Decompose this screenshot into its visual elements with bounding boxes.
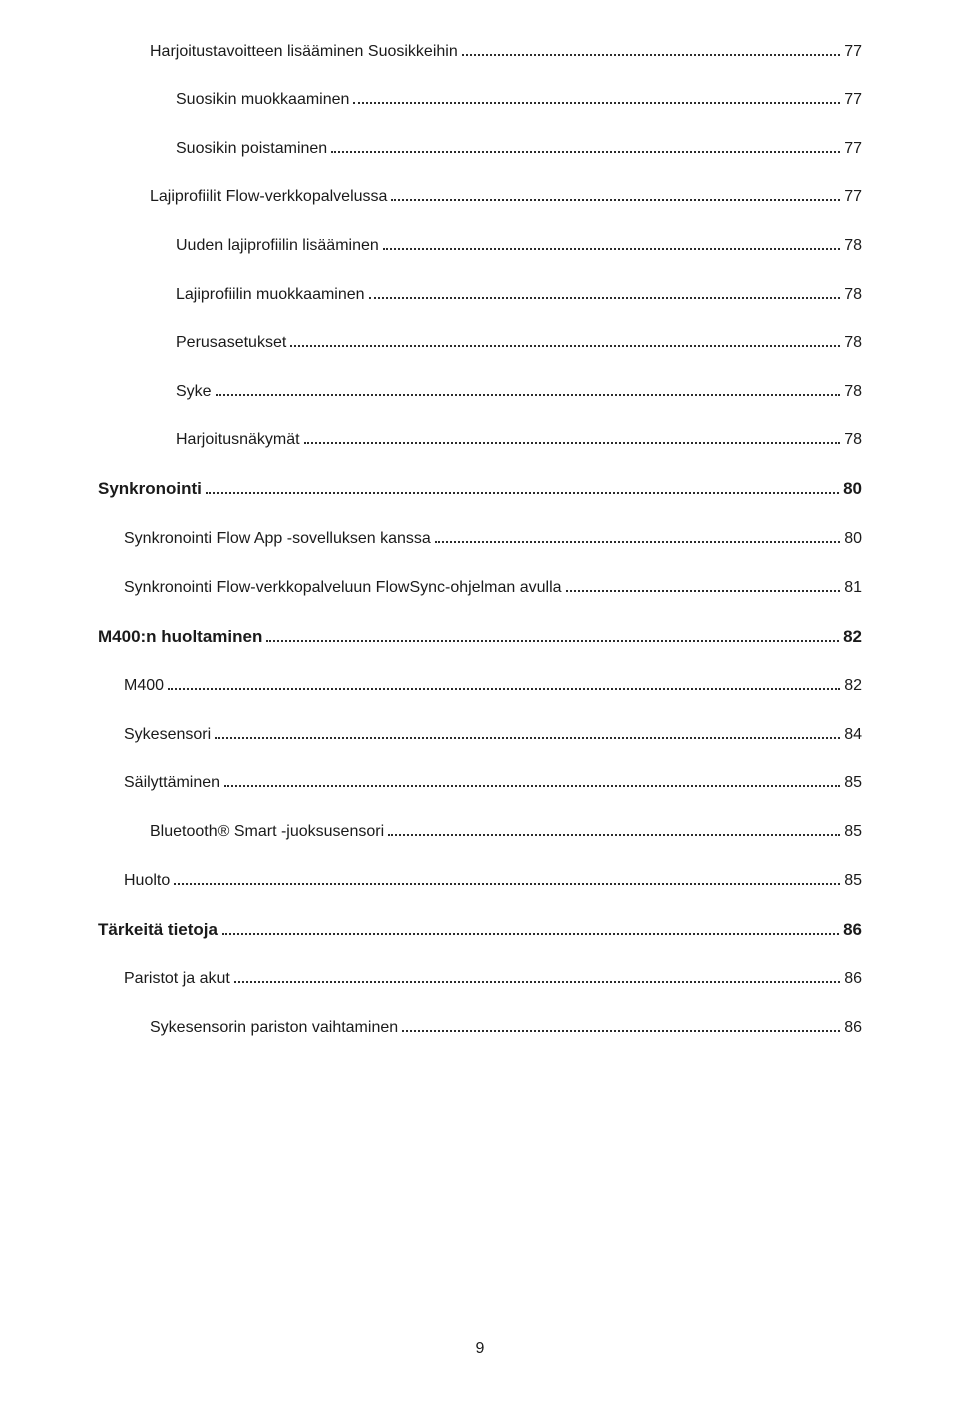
toc-leader-dots: [234, 970, 840, 984]
toc-leader-dots: [388, 822, 840, 836]
toc-page: 86: [844, 1019, 862, 1037]
toc-page: 77: [844, 188, 862, 206]
toc-entry: M400 82: [124, 677, 862, 696]
toc-page: 85: [844, 774, 862, 792]
toc-leader-dots: [168, 677, 840, 691]
toc-entry: Lajiprofiilin muokkaaminen 78: [176, 285, 862, 304]
toc-container: Harjoitustavoitteen lisääminen Suosikkei…: [98, 42, 862, 1037]
toc-entry: Tärkeitä tietoja 86: [98, 920, 862, 940]
toc-leader-dots: [290, 334, 840, 348]
toc-entry: Syke 78: [176, 382, 862, 401]
toc-label: M400:n huoltaminen: [98, 627, 262, 647]
toc-page: 78: [844, 237, 862, 255]
toc-leader-dots: [435, 529, 840, 543]
toc-label: Harjoitustavoitteen lisääminen Suosikkei…: [150, 43, 458, 61]
toc-label: Synkronointi Flow App -sovelluksen kanss…: [124, 530, 431, 548]
toc-label: Tärkeitä tietoja: [98, 920, 218, 940]
toc-entry: Paristot ja akut 86: [124, 970, 862, 989]
toc-page: 78: [844, 383, 862, 401]
toc-label: Synkronointi Flow-verkkopalveluun FlowSy…: [124, 579, 562, 597]
toc-leader-dots: [266, 627, 839, 641]
toc-leader-dots: [353, 91, 840, 105]
toc-page: 82: [844, 677, 862, 695]
toc-entry: Sykesensori 84: [124, 725, 862, 744]
toc-entry: Säilyttäminen 85: [124, 774, 862, 793]
toc-entry: M400:n huoltaminen 82: [98, 627, 862, 647]
toc-entry: Bluetooth® Smart -juoksusensori 85: [150, 822, 862, 841]
toc-page: 77: [844, 140, 862, 158]
page-number: 9: [0, 1340, 960, 1358]
toc-leader-dots: [215, 725, 840, 739]
toc-leader-dots: [174, 871, 840, 885]
toc-page: 80: [843, 479, 862, 499]
toc-page: 82: [843, 627, 862, 647]
toc-label: Synkronointi: [98, 479, 202, 499]
toc-entry: Harjoitustavoitteen lisääminen Suosikkei…: [150, 42, 862, 61]
toc-label: M400: [124, 677, 164, 695]
toc-entry: Huolto 85: [124, 871, 862, 890]
toc-leader-dots: [369, 285, 841, 299]
toc-page: 86: [844, 970, 862, 988]
toc-label: Bluetooth® Smart -juoksusensori: [150, 823, 384, 841]
toc-leader-dots: [222, 920, 839, 934]
toc-page: 81: [844, 579, 862, 597]
toc-entry: Suosikin poistaminen 77: [176, 139, 862, 158]
toc-entry: Synkronointi 80: [98, 479, 862, 499]
toc-label: Sykesensori: [124, 726, 211, 744]
toc-leader-dots: [224, 774, 840, 788]
toc-page: 85: [844, 872, 862, 890]
toc-label: Syke: [176, 383, 212, 401]
toc-entry: Harjoitusnäkymät 78: [176, 431, 862, 450]
toc-entry: Lajiprofiilit Flow-verkkopalvelussa 77: [150, 188, 862, 207]
toc-page: 86: [843, 920, 862, 940]
toc-page: 77: [844, 91, 862, 109]
toc-leader-dots: [402, 1018, 840, 1032]
toc-label: Lajiprofiilin muokkaaminen: [176, 286, 365, 304]
toc-leader-dots: [383, 236, 840, 250]
toc-label: Harjoitusnäkymät: [176, 431, 300, 449]
toc-label: Lajiprofiilit Flow-verkkopalvelussa: [150, 188, 387, 206]
toc-label: Sykesensorin pariston vaihtaminen: [150, 1019, 398, 1037]
toc-label: Suosikin poistaminen: [176, 140, 327, 158]
toc-page: 78: [844, 431, 862, 449]
toc-label: Suosikin muokkaaminen: [176, 91, 349, 109]
toc-page: 85: [844, 823, 862, 841]
toc-page: 80: [844, 530, 862, 548]
toc-label: Huolto: [124, 872, 170, 890]
toc-leader-dots: [462, 42, 840, 56]
toc-page: 78: [844, 286, 862, 304]
toc-leader-dots: [206, 480, 839, 494]
toc-page: 77: [844, 43, 862, 61]
toc-leader-dots: [391, 188, 840, 202]
toc-entry: Suosikin muokkaaminen 77: [176, 91, 862, 110]
toc-page: 78: [844, 334, 862, 352]
toc-label: Paristot ja akut: [124, 970, 230, 988]
toc-label: Perusasetukset: [176, 334, 286, 352]
toc-label: Säilyttäminen: [124, 774, 220, 792]
toc-entry: Perusasetukset 78: [176, 334, 862, 353]
toc-label: Uuden lajiprofiilin lisääminen: [176, 237, 379, 255]
toc-leader-dots: [216, 382, 841, 396]
toc-entry: Synkronointi Flow-verkkopalveluun FlowSy…: [124, 578, 862, 597]
toc-leader-dots: [566, 578, 841, 592]
toc-entry: Sykesensorin pariston vaihtaminen 86: [150, 1018, 862, 1037]
toc-leader-dots: [331, 139, 840, 153]
toc-leader-dots: [304, 431, 841, 445]
toc-entry: Synkronointi Flow App -sovelluksen kanss…: [124, 529, 862, 548]
toc-entry: Uuden lajiprofiilin lisääminen 78: [176, 236, 862, 255]
toc-page: 84: [844, 726, 862, 744]
